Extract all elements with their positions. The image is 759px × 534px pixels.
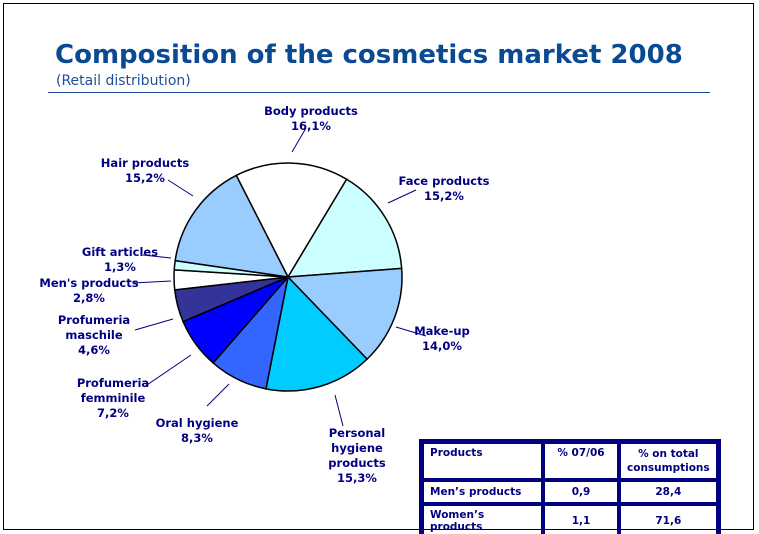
slice-label: Face products 15,2% — [399, 174, 490, 204]
leader-line — [143, 354, 192, 388]
slice-percent: 14,0% — [422, 339, 462, 353]
slice-name: Oral hygiene — [155, 416, 239, 430]
slice-name: Face products — [398, 174, 490, 188]
slice-name: Body products — [264, 104, 358, 118]
slice-label: Men's products 2,8% — [39, 276, 138, 306]
slice-label: Hair products 15,2% — [101, 156, 189, 186]
slice-percent: 8,3% — [181, 431, 213, 445]
leader-line — [134, 318, 174, 331]
slice-label: Make-up 14,0% — [414, 324, 470, 354]
leader-line — [395, 326, 427, 337]
slice-label: Personal hygiene products 15,3% — [302, 426, 412, 486]
leader-line — [142, 254, 172, 259]
table-header: % on total consumptions — [619, 442, 718, 480]
slice-label: Profumeria femminile 7,2% — [73, 376, 153, 421]
slice-percent: 15,2% — [125, 171, 165, 185]
table-row: Men’s products 0,9 28,4 — [422, 480, 718, 504]
pie-slice-make-up — [286, 267, 403, 361]
slice-name: Profumeria maschile — [57, 313, 131, 342]
table-header-row: Products % 07/06 % on total consumptions — [422, 442, 718, 480]
table-header: Products — [422, 442, 543, 480]
slice-name: Gift articles — [81, 245, 159, 259]
slice-label: Profumeria maschile 4,6% — [54, 313, 134, 358]
slice-percent: 1,3% — [104, 260, 136, 274]
table-cell: 0,9 — [543, 480, 619, 504]
slice-name: Men's products — [39, 276, 139, 290]
title-divider — [48, 92, 710, 93]
slice-name: Personal hygiene products — [328, 426, 386, 470]
leader-line — [167, 179, 194, 197]
leader-line — [387, 189, 417, 204]
pie-slice-hair-products — [174, 174, 290, 278]
slice-label: Gift articles 1,3% — [82, 245, 158, 275]
table-cell: 1,1 — [543, 504, 619, 534]
slide-frame — [3, 3, 754, 530]
table-cell: 28,4 — [619, 480, 718, 504]
slice-percent: 4,6% — [78, 343, 110, 357]
table-row: Women’s products 1,1 71,6 — [422, 504, 718, 534]
slice-percent: 2,8% — [73, 291, 105, 305]
leader-line — [206, 383, 230, 407]
slice-name: Make-up — [414, 324, 470, 338]
slice-percent: 7,2% — [97, 406, 129, 420]
slice-percent: 15,2% — [424, 189, 464, 203]
leader-line — [291, 127, 307, 153]
pie-slice-face-products — [286, 178, 403, 278]
table-cell: Women’s products — [422, 504, 543, 534]
leader-line — [334, 394, 344, 427]
slide-subtitle: (Retail distribution) — [56, 73, 191, 89]
slice-name: Profumeria femminile — [76, 376, 150, 405]
pie-slice-personal-hygiene-products — [265, 275, 369, 392]
table-header: % 07/06 — [543, 442, 619, 480]
slice-label: Body products 16,1% — [264, 104, 358, 134]
slice-percent: 16,1% — [291, 119, 331, 133]
leader-line — [132, 280, 172, 284]
summary-table: Products % 07/06 % on total consumptions… — [419, 439, 721, 534]
table-cell: Men’s products — [422, 480, 543, 504]
slide-title: Composition of the cosmetics market 2008 — [55, 40, 683, 70]
table-cell: 71,6 — [619, 504, 718, 534]
slice-name: Hair products — [100, 156, 190, 170]
pie-slice-body-products — [235, 162, 348, 279]
slice-label: Oral hygiene 8,3% — [156, 416, 239, 446]
slice-percent: 15,3% — [337, 471, 377, 485]
